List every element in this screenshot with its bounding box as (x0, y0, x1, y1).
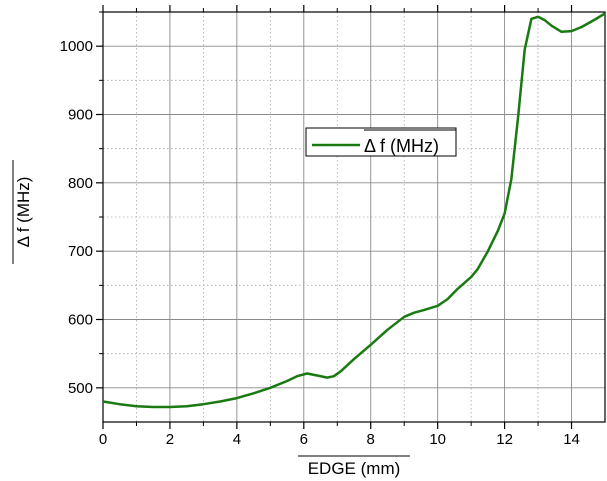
x-axis-ticks: 0 2 4 6 8 10 12 14 (99, 5, 580, 448)
y-tick-label: 700 (68, 243, 93, 260)
plot-frame (102, 11, 606, 423)
y-axis-label: Δ f (MHz) (14, 177, 33, 248)
x-tick-label: 12 (496, 431, 513, 448)
y-tick-label: 900 (68, 107, 93, 124)
series-line-delta-f (102, 12, 606, 409)
legend-box (305, 127, 457, 157)
grid-lines (103, 11, 605, 422)
y-tick-label: 500 (68, 380, 93, 397)
x-tick-label: 0 (99, 431, 107, 448)
x-tick-label: 6 (300, 431, 308, 448)
y-tick-label: 1000 (60, 38, 93, 55)
x-tick-label: 10 (429, 431, 446, 448)
x-tick-label: 14 (563, 431, 580, 448)
minor-ticks (99, 8, 539, 426)
legend-label: Δ f (MHz) (364, 136, 439, 156)
x-tick-label: 2 (166, 431, 174, 448)
y-axis-ticks: 500 600 700 800 900 1000 (60, 38, 103, 397)
y-tick-label: 800 (68, 175, 93, 192)
legend: Δ f (MHz) (305, 127, 457, 157)
x-axis-label: EDGE (mm) (308, 459, 401, 478)
x-tick-label: 8 (367, 431, 375, 448)
x-tick-label: 4 (233, 431, 241, 448)
y-tick-label: 600 (68, 312, 93, 329)
